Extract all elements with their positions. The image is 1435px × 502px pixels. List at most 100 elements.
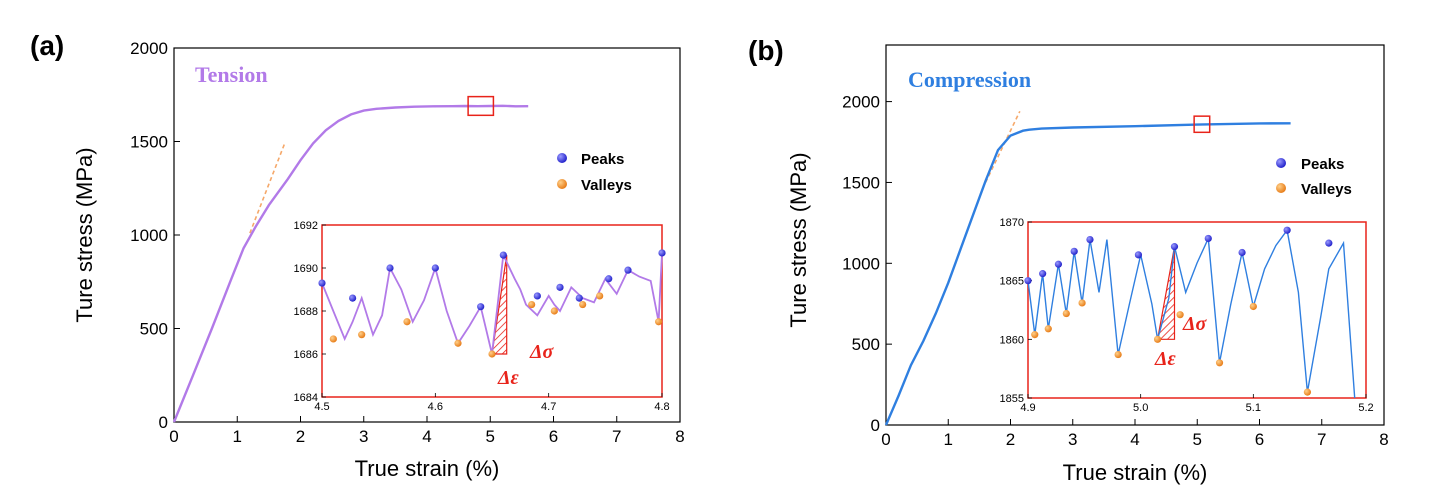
- panel-b-ticks: 0 1 2 3 4 5 6 7 8 0 500 1000 1500 2000: [842, 93, 1389, 449]
- panel-b-inset-y-tick-label: 1870: [1000, 217, 1024, 229]
- panel-b-peak-marker: [1024, 277, 1032, 285]
- panel-b-inset-curve: [1027, 228, 1356, 399]
- panel-b-x-tick-label: 0: [881, 430, 890, 449]
- panel-b-valley-marker: [1062, 309, 1070, 318]
- panel-b-delta-sigma: Δσ: [1182, 313, 1208, 335]
- panel-a-valley-marker: [403, 318, 411, 326]
- panel-a-x-tick-label: 1: [233, 427, 242, 446]
- panel-a-peak-marker: [477, 303, 485, 311]
- panel-a-delta-epsilon: Δε: [497, 367, 520, 389]
- panel-b-y-tick-label: 2000: [842, 93, 880, 112]
- panel-a: (a) Tension 0 1 2 3 4 5 6 7 8 0 500 1000 1500 2000 Tr…: [30, 30, 685, 481]
- panel-a-elastic-fit-line: [249, 143, 286, 234]
- panel-b-y-tick-label: 0: [871, 416, 880, 435]
- panel-b-peak-marker: [1070, 247, 1078, 255]
- panel-a-stress-strain-curve: [172, 104, 529, 423]
- panel-a-inset-x-tick-label: 4.8: [654, 401, 669, 413]
- panel-b-x-tick-label: 1: [944, 430, 953, 449]
- panel-b-peak-marker: [1086, 236, 1094, 244]
- panel-b-peak-marker: [1238, 248, 1246, 257]
- panel-a-mode-label: Tension: [195, 62, 268, 87]
- panel-b: (b) Compression 0 1 2 3 4 5 6 7 8 0 500 1000 1500 200…: [748, 35, 1389, 485]
- panel-a-inset-x-tick-label: 4.6: [428, 401, 443, 413]
- panel-b-peak-marker: [1283, 226, 1291, 234]
- panel-a-inset-y-tick-label: 1686: [294, 349, 318, 361]
- panel-a-valley-marker: [579, 300, 587, 309]
- panel-a-y-axis-label: Ture stress (MPa): [72, 147, 97, 322]
- panel-a-x-tick-label: 8: [675, 427, 684, 446]
- panel-b-valley-marker: [1044, 325, 1052, 333]
- panel-b-valley-marker: [1114, 350, 1122, 359]
- panel-b-valley-marker: [1078, 299, 1086, 307]
- panel-b-peak-marker: [1204, 234, 1212, 243]
- panel-b-x-tick-label: 5: [1193, 430, 1202, 449]
- panel-b-inset-peaks: [1024, 226, 1333, 285]
- panel-b-inset-y-tick-label: 1860: [1000, 334, 1024, 346]
- panel-a-valley-marker: [488, 350, 496, 358]
- panel-a-x-tick-label: 2: [296, 427, 305, 446]
- panel-a-x-tick-label: 3: [359, 427, 368, 446]
- panel-b-x-tick-label: 2: [1006, 430, 1015, 449]
- panel-b-inset-ticks: 4.9 5.0 5.1 5.2 1855 1860 1865 1870: [1000, 217, 1374, 414]
- panel-a-peak-marker: [533, 292, 541, 300]
- panel-a-x-tick-label: 7: [612, 427, 621, 446]
- panel-b-valley-marker: [1303, 388, 1312, 396]
- panel-a-peak-marker: [658, 249, 666, 257]
- panel-a-inset-valleys: [329, 292, 663, 358]
- panel-b-peak-marker: [1170, 243, 1179, 251]
- panel-a-inset-y-tick-label: 1684: [294, 392, 318, 404]
- panel-a-y-tick-label: 2000: [130, 39, 168, 58]
- panel-b-peak-marker: [1325, 239, 1333, 247]
- panel-b-plot: 0 1 2 3 4 5 6 7 8 0 500 1000 1500 2000: [842, 44, 1389, 449]
- panel-b-valley-marker: [1031, 331, 1039, 339]
- panel-a-valley-marker: [454, 339, 462, 347]
- panel-a-legend-valleys: Valleys: [581, 177, 632, 194]
- panel-a-valley-marker: [655, 318, 663, 326]
- panel-b-elastic-fit-line: [984, 110, 1021, 183]
- panel-a-valley-marker: [358, 331, 366, 339]
- panel-b-inset-valleys: [1031, 299, 1312, 396]
- panel-a-peak-marker: [431, 264, 439, 272]
- panel-a-label: (a): [30, 30, 64, 61]
- panel-b-valley-marker: [1176, 311, 1184, 319]
- panel-a-y-tick-label: 500: [140, 320, 168, 339]
- panel-a-inset-hatch-triangle: [491, 255, 508, 355]
- panel-b-inset-x-tick-label: 5.2: [1358, 402, 1373, 414]
- panel-a-inset-ticks: 4.5 4.6 4.7 4.8 1684 1686 1688 1690 1692: [294, 220, 670, 413]
- panel-b-inset: 4.9 5.0 5.1 5.2 1855 1860 1865 1870 Δσ Δε: [1000, 217, 1374, 414]
- panel-b-inset-x-tick-label: 5.0: [1133, 402, 1148, 414]
- panel-b-valley-marker: [1249, 302, 1257, 311]
- panel-a-x-tick-label: 4: [422, 427, 431, 446]
- panel-b-legend-valley-marker: [1276, 183, 1286, 193]
- panel-b-inset-y-tick-label: 1855: [1000, 393, 1024, 405]
- panel-a-valley-marker: [596, 292, 604, 300]
- panel-a-peak-marker: [386, 264, 394, 272]
- panel-a-peak-marker: [499, 251, 507, 259]
- panel-b-peak-marker: [1039, 270, 1047, 278]
- panel-a-inset-y-tick-label: 1688: [294, 306, 318, 318]
- panel-a-inset: 4.5 4.6 4.7 4.8 1684 1686 1688 1690 1692 Δσ Δε: [294, 220, 670, 413]
- panel-b-legend-peak-marker: [1276, 158, 1286, 168]
- panel-b-valley-marker: [1153, 335, 1162, 343]
- panel-b-x-tick-label: 8: [1379, 430, 1388, 449]
- panel-a-plot: 0 1 2 3 4 5 6 7 8 0 500 1000 1500 2000: [130, 39, 685, 446]
- panel-b-y-tick-label: 1000: [842, 254, 880, 273]
- panel-b-legend: Peaks Valleys: [1276, 156, 1352, 198]
- panel-a-y-tick-label: 0: [159, 413, 168, 432]
- panel-a-inset-x-tick-label: 4.5: [314, 401, 329, 413]
- panel-b-y-tick-label: 1500: [842, 173, 880, 192]
- panel-a-x-tick-label: 5: [486, 427, 495, 446]
- panel-a-x-axis-label: True strain (%): [355, 456, 500, 481]
- panel-b-stress-strain-curve: [884, 122, 1291, 426]
- panel-b-label: (b): [748, 35, 784, 66]
- panel-a-inset-frame: [321, 224, 663, 398]
- panel-b-valley-marker: [1215, 359, 1224, 367]
- panel-b-inset-hatch-triangle: [1156, 246, 1176, 340]
- panel-b-y-tick-label: 500: [852, 335, 880, 354]
- panel-b-x-tick-label: 7: [1317, 430, 1326, 449]
- panel-b-inset-y-tick-label: 1865: [1000, 276, 1024, 288]
- panel-b-legend-peaks: Peaks: [1301, 156, 1344, 173]
- panel-a-peak-marker: [349, 294, 357, 302]
- panel-b-x-tick-label: 4: [1130, 430, 1139, 449]
